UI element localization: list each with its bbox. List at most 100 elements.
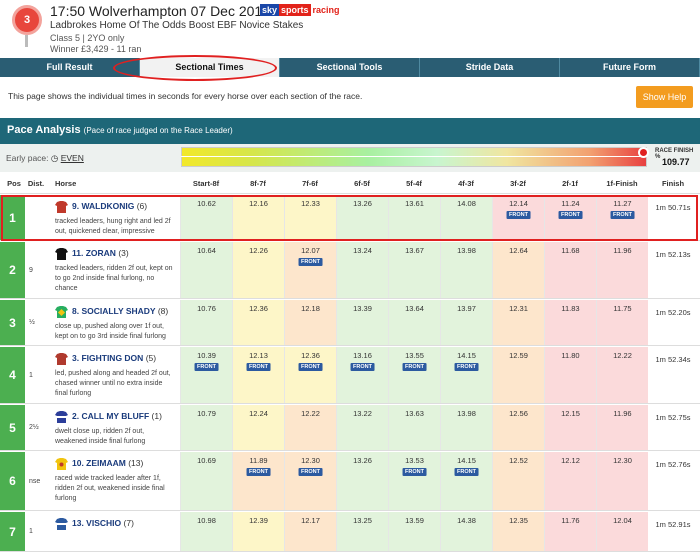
col-pos: Pos bbox=[7, 179, 21, 188]
table-row[interactable]: 5 2½ 2. CALL MY BLUFF (1) dwelt close up, r… bbox=[0, 405, 700, 451]
horse-name-link[interactable]: 13. VISCHIO (7) bbox=[72, 518, 134, 528]
distance-cell: ½ bbox=[29, 319, 35, 326]
sectional-time-value: 12.22 bbox=[613, 351, 632, 360]
sectional-time-cell: 13.64 bbox=[388, 300, 440, 345]
sectional-time-cell: 13.24 bbox=[336, 242, 388, 298]
tab-bar: Full Result Sectional Times Sectional To… bbox=[0, 58, 700, 77]
sectional-time-value: 12.04 bbox=[613, 516, 632, 525]
tab-stride-data[interactable]: Stride Data bbox=[420, 58, 560, 77]
pace-analysis-title: Pace Analysis bbox=[7, 124, 81, 136]
sectional-time-value: 12.31 bbox=[509, 304, 528, 313]
race-comment: raced wide tracked leader after 1f, ridd… bbox=[55, 475, 165, 502]
race-finish-label: RACE FINISH % bbox=[655, 148, 694, 160]
sectional-time-cell: 14.08 bbox=[440, 195, 492, 240]
table-row[interactable]: 6 nse 10. ZEIMAAM (13) raced wide tracked l… bbox=[0, 452, 700, 511]
table-row[interactable]: 7 1 13. VISCHIO (7) 10.98 12.39 12.17 13.25 13.… bbox=[0, 512, 700, 552]
sectional-time-value: 10.98 bbox=[197, 516, 216, 525]
distance-cell: 1 bbox=[29, 371, 33, 379]
tab-full-result[interactable]: Full Result bbox=[0, 58, 140, 77]
position-cell: 4 bbox=[0, 347, 25, 403]
sectional-time-cell: 11.80 bbox=[544, 347, 596, 403]
race-title: 17:50 Wolverhampton 07 Dec 2019 bbox=[50, 3, 270, 19]
jockey-silk-icon bbox=[55, 200, 68, 213]
position-cell: 3 bbox=[0, 300, 25, 345]
table-row[interactable]: 3 ½ 8. SOCIALLY SHADY (8) close up, pushed … bbox=[0, 300, 700, 346]
col-3f-2f: 3f-2f bbox=[510, 179, 526, 188]
sectional-time-cell: 13.25 bbox=[336, 512, 388, 551]
race-finish-value: 109.77 bbox=[662, 157, 690, 167]
sectional-time-cell: 12.31 bbox=[492, 300, 544, 345]
race-number-badge: 3 bbox=[12, 5, 42, 35]
sectional-time-value: 14.15 bbox=[457, 351, 476, 360]
sectional-time-value: 11.96 bbox=[613, 246, 632, 255]
sectional-time-value: 10.62 bbox=[197, 199, 216, 208]
sectional-time-cell: 11.96 bbox=[596, 242, 648, 298]
show-help-button[interactable]: Show Help bbox=[636, 86, 693, 108]
sectional-time-cell: 13.98 bbox=[440, 242, 492, 298]
finish-time: 1m 50.71s bbox=[655, 203, 691, 212]
sectional-time-cell: 13.26 bbox=[336, 452, 388, 510]
tab-sectional-times[interactable]: Sectional Times bbox=[140, 58, 280, 77]
sectional-time-value: 13.26 bbox=[353, 199, 372, 208]
sectional-time-value: 13.22 bbox=[353, 409, 372, 418]
horse-name-link[interactable]: 9. WALDKONIG (6) bbox=[72, 201, 148, 211]
sectional-time-cell: 12.35 bbox=[492, 512, 544, 551]
front-badge: FRONT bbox=[402, 468, 427, 476]
table-row[interactable]: 4 1 3. FIGHTING DON (5) led, pushed along a… bbox=[0, 347, 700, 404]
sectional-time-cell: 13.26 bbox=[336, 195, 388, 240]
jockey-silk-icon bbox=[55, 352, 68, 365]
sectional-time-value: 11.76 bbox=[561, 516, 580, 525]
race-number-stem bbox=[25, 35, 28, 47]
sectional-time-value: 12.12 bbox=[561, 456, 580, 465]
sectional-time-cell: 12.39 bbox=[232, 512, 284, 551]
col-6f-5f: 6f-5f bbox=[354, 179, 370, 188]
sectional-time-cell: 10.79 bbox=[180, 405, 232, 450]
intro-text: This page shows the individual times in … bbox=[8, 91, 363, 101]
sectional-time-cell: 14.15 FRONT bbox=[440, 347, 492, 403]
tab-sectional-tools[interactable]: Sectional Tools bbox=[280, 58, 420, 77]
sectional-time-value: 13.63 bbox=[405, 409, 424, 418]
horse-name-link[interactable]: 2. CALL MY BLUFF (1) bbox=[72, 411, 162, 421]
front-badge: FRONT bbox=[454, 363, 479, 371]
sectional-time-value: 13.53 bbox=[405, 456, 424, 465]
table-row[interactable]: 1 9. WALDKONIG (6) tracked leaders, hung r… bbox=[0, 195, 700, 241]
sectional-time-cell: 11.89 FRONT bbox=[232, 452, 284, 510]
clock-icon: ◷ bbox=[50, 153, 59, 163]
sectional-time-cell: 11.24 FRONT bbox=[544, 195, 596, 240]
front-badge: FRONT bbox=[402, 363, 427, 371]
sectional-time-value: 13.61 bbox=[405, 199, 424, 208]
pace-analysis-header: Pace Analysis (Pace of race judged on th… bbox=[0, 118, 700, 144]
sectional-time-value: 12.52 bbox=[509, 456, 528, 465]
table-row[interactable]: 2 9 11. ZORAN (3) tracked leaders, ridden 2… bbox=[0, 242, 700, 299]
horse-name-link[interactable]: 8. SOCIALLY SHADY (8) bbox=[72, 306, 169, 316]
finish-time: 1m 52.34s bbox=[655, 355, 691, 364]
horse-name-link[interactable]: 3. FIGHTING DON (5) bbox=[72, 353, 157, 363]
front-badge: FRONT bbox=[610, 211, 635, 219]
col-finish: Finish bbox=[661, 179, 685, 188]
sectional-time-cell: 13.55 FRONT bbox=[388, 347, 440, 403]
horse-name-link[interactable]: 10. ZEIMAAM (13) bbox=[72, 458, 144, 468]
sectional-time-cell: 10.76 bbox=[180, 300, 232, 345]
front-badge: FRONT bbox=[350, 363, 375, 371]
race-winner-prize: Winner £3,429 - 11 ran bbox=[50, 44, 142, 54]
sectional-time-value: 12.39 bbox=[249, 516, 268, 525]
position-cell: 2 bbox=[0, 242, 25, 298]
sectional-time-cell: 12.17 bbox=[284, 512, 336, 551]
jockey-silk-icon bbox=[55, 457, 68, 470]
sectional-time-cell: 14.38 bbox=[440, 512, 492, 551]
sectional-time-value: 10.64 bbox=[197, 246, 216, 255]
finish-time: 1m 52.13s bbox=[655, 250, 691, 259]
col-horse: Horse bbox=[55, 179, 77, 188]
sectional-time-value: 13.25 bbox=[353, 516, 372, 525]
sectional-time-value: 10.39 bbox=[197, 351, 216, 360]
sectional-time-value: 12.26 bbox=[249, 246, 268, 255]
sectional-time-value: 12.35 bbox=[509, 516, 528, 525]
sectional-time-value: 14.08 bbox=[457, 199, 476, 208]
tab-future-form[interactable]: Future Form bbox=[560, 58, 700, 77]
horse-name-link[interactable]: 11. ZORAN (3) bbox=[72, 248, 129, 258]
sectional-time-cell: 11.68 bbox=[544, 242, 596, 298]
sky-sports-racing-logo: sky sports racing bbox=[260, 4, 340, 16]
sectional-time-cell: 12.64 bbox=[492, 242, 544, 298]
sectional-time-cell: 12.30 bbox=[596, 452, 648, 510]
sectional-time-cell: 10.69 bbox=[180, 452, 232, 510]
